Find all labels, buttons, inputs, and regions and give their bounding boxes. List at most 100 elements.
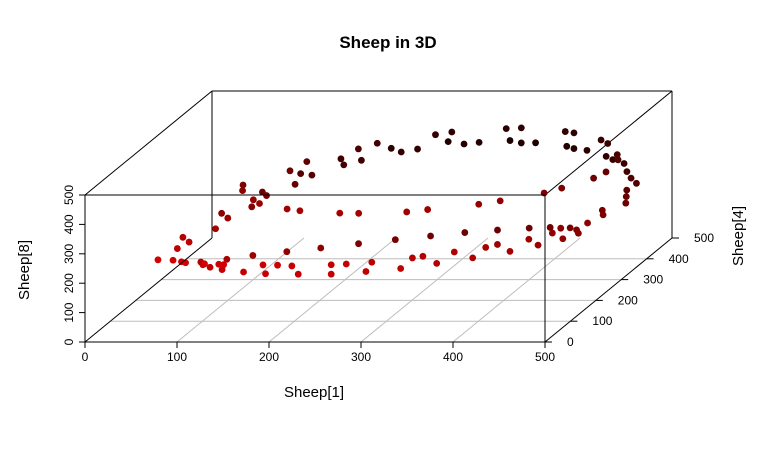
x-tick-label: 100 xyxy=(167,350,187,364)
y-axis-line xyxy=(544,237,673,343)
data-point xyxy=(215,260,223,268)
data-point xyxy=(563,142,571,150)
data-point xyxy=(294,270,302,278)
data-point xyxy=(327,261,335,269)
x-tick-label: 400 xyxy=(443,350,463,364)
data-point xyxy=(570,129,578,137)
x-tick-label: 500 xyxy=(535,350,555,364)
data-point xyxy=(182,259,189,267)
x-tick-label: 300 xyxy=(351,350,371,364)
data-point xyxy=(559,235,567,243)
data-point xyxy=(620,160,628,167)
floor-grid-x-line xyxy=(452,237,581,343)
data-point xyxy=(355,209,363,217)
data-point xyxy=(249,252,257,259)
floor-grid-x-line xyxy=(268,237,397,343)
data-point xyxy=(248,203,256,211)
data-point xyxy=(525,224,533,232)
data-point xyxy=(450,248,458,256)
data-point xyxy=(525,235,533,243)
data-point xyxy=(283,248,291,256)
data-point xyxy=(249,196,257,204)
data-point xyxy=(546,224,554,231)
data-point xyxy=(354,145,362,153)
data-point xyxy=(574,229,582,237)
data-point xyxy=(597,136,605,144)
data-point xyxy=(432,131,439,139)
data-point xyxy=(218,209,226,217)
data-point xyxy=(506,247,514,255)
box-front-edges xyxy=(84,194,673,343)
data-point xyxy=(297,170,305,178)
data-point xyxy=(342,260,350,268)
data-point xyxy=(414,145,421,153)
data-point xyxy=(602,168,610,176)
data-point xyxy=(327,270,335,278)
data-point xyxy=(206,263,214,271)
data-point xyxy=(622,199,630,207)
data-point xyxy=(173,245,181,252)
data-point xyxy=(584,219,591,227)
data-point xyxy=(291,180,299,188)
y-tick-label: 400 xyxy=(669,252,689,266)
y-axis-label: Sheep[4] xyxy=(730,206,747,266)
data-point xyxy=(566,224,574,232)
data-point xyxy=(502,125,510,133)
data-point xyxy=(256,200,263,207)
y-tick-label: 0 xyxy=(567,335,574,349)
y-tick-label: 300 xyxy=(643,273,663,287)
data-point xyxy=(274,261,281,269)
x-tick-label: 0 xyxy=(82,350,89,364)
data-point xyxy=(397,148,405,156)
data-point xyxy=(623,168,631,176)
z-tick-label: 0 xyxy=(62,338,76,345)
data-point xyxy=(358,156,365,164)
data-point xyxy=(397,265,405,272)
data-point xyxy=(548,229,556,237)
points-layer xyxy=(154,124,640,278)
data-point xyxy=(288,262,296,270)
data-point xyxy=(224,214,232,222)
data-point xyxy=(599,211,607,219)
box-edge xyxy=(84,237,213,343)
data-point xyxy=(424,206,432,213)
data-point xyxy=(494,226,501,234)
data-point xyxy=(391,236,399,244)
z-tick-label: 300 xyxy=(62,243,76,263)
data-point xyxy=(627,174,635,182)
data-point xyxy=(185,238,193,246)
data-point xyxy=(212,225,219,233)
data-point xyxy=(308,171,316,179)
floor-grid-x-line xyxy=(360,237,489,343)
data-point xyxy=(283,205,291,213)
x-tick-label: 200 xyxy=(259,350,279,364)
box-back-edges xyxy=(84,90,673,238)
grid-layer xyxy=(110,237,647,343)
data-point xyxy=(602,153,610,160)
data-point xyxy=(475,138,483,146)
data-point xyxy=(220,261,228,269)
data-point xyxy=(561,128,569,135)
data-point xyxy=(583,146,591,154)
data-point xyxy=(613,151,621,159)
y-tick-label: 200 xyxy=(618,293,638,307)
data-point xyxy=(604,140,612,147)
data-point xyxy=(387,144,395,152)
data-point xyxy=(355,240,362,248)
data-point xyxy=(517,139,525,147)
data-point xyxy=(403,208,411,216)
data-point xyxy=(336,209,344,217)
data-point xyxy=(590,174,597,182)
data-point xyxy=(622,193,630,201)
data-point xyxy=(154,256,162,264)
data-point xyxy=(373,139,381,147)
data-point xyxy=(496,197,504,205)
ticks-layer: 0 100 200 300 400 500 0 100 200 300 400 500 0 100 200 3… xyxy=(62,185,714,364)
data-point xyxy=(259,261,267,269)
data-point xyxy=(482,244,490,251)
data-point xyxy=(427,232,434,240)
data-point xyxy=(448,128,456,136)
chart-title: Sheep in 3D xyxy=(339,33,436,52)
data-point xyxy=(409,254,416,262)
